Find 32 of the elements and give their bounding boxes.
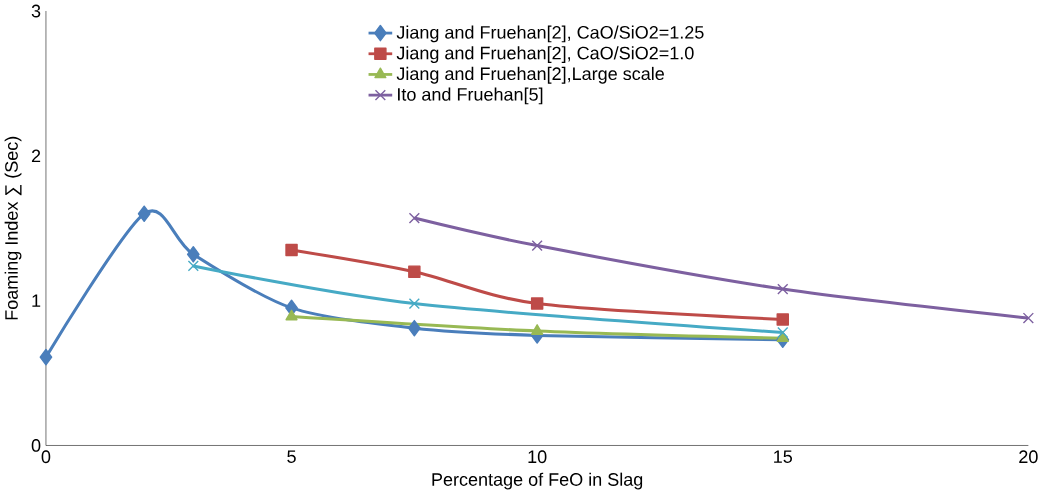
point bbox=[408, 265, 421, 278]
y-tick-label: 0 bbox=[31, 439, 41, 452]
point bbox=[531, 239, 543, 252]
point bbox=[285, 243, 298, 257]
point bbox=[408, 212, 420, 224]
point bbox=[285, 309, 298, 321]
point bbox=[776, 313, 789, 326]
point bbox=[186, 245, 200, 263]
point bbox=[187, 260, 199, 272]
x-axis-title: Percentage of FeO in Slag bbox=[432, 472, 643, 490]
y-tick-label: 3 bbox=[31, 4, 41, 18]
x-tick-label: 5 bbox=[287, 450, 296, 463]
y-tick-label: 2 bbox=[31, 149, 41, 163]
point bbox=[531, 324, 544, 335]
x-tick-label: 20 bbox=[1019, 450, 1038, 464]
point bbox=[777, 283, 789, 295]
point bbox=[39, 348, 53, 366]
x-tick-label: 0 bbox=[41, 450, 51, 464]
point bbox=[777, 326, 789, 339]
legend-label: Jiang and Fruehan[2], CaO/SiO2=1.25 bbox=[396, 25, 704, 43]
x-tick-label: 15 bbox=[774, 450, 793, 463]
x-tick-label: 10 bbox=[528, 450, 547, 464]
y-tick-label: 1 bbox=[32, 294, 41, 307]
legend-label: Jiang and Fruehan[2],Large scale bbox=[396, 66, 664, 84]
point bbox=[137, 205, 151, 223]
point bbox=[407, 319, 421, 337]
point bbox=[530, 297, 544, 310]
legend-label: Jiang and Fruehan[2], CaO/SiO2=1.0 bbox=[396, 46, 694, 63]
point bbox=[1022, 312, 1034, 324]
point bbox=[408, 297, 420, 310]
legend-label: Ito and Fruehan[5] bbox=[398, 87, 543, 105]
y-axis-title: Foaming Index ∑ (Sec) bbox=[4, 136, 22, 320]
